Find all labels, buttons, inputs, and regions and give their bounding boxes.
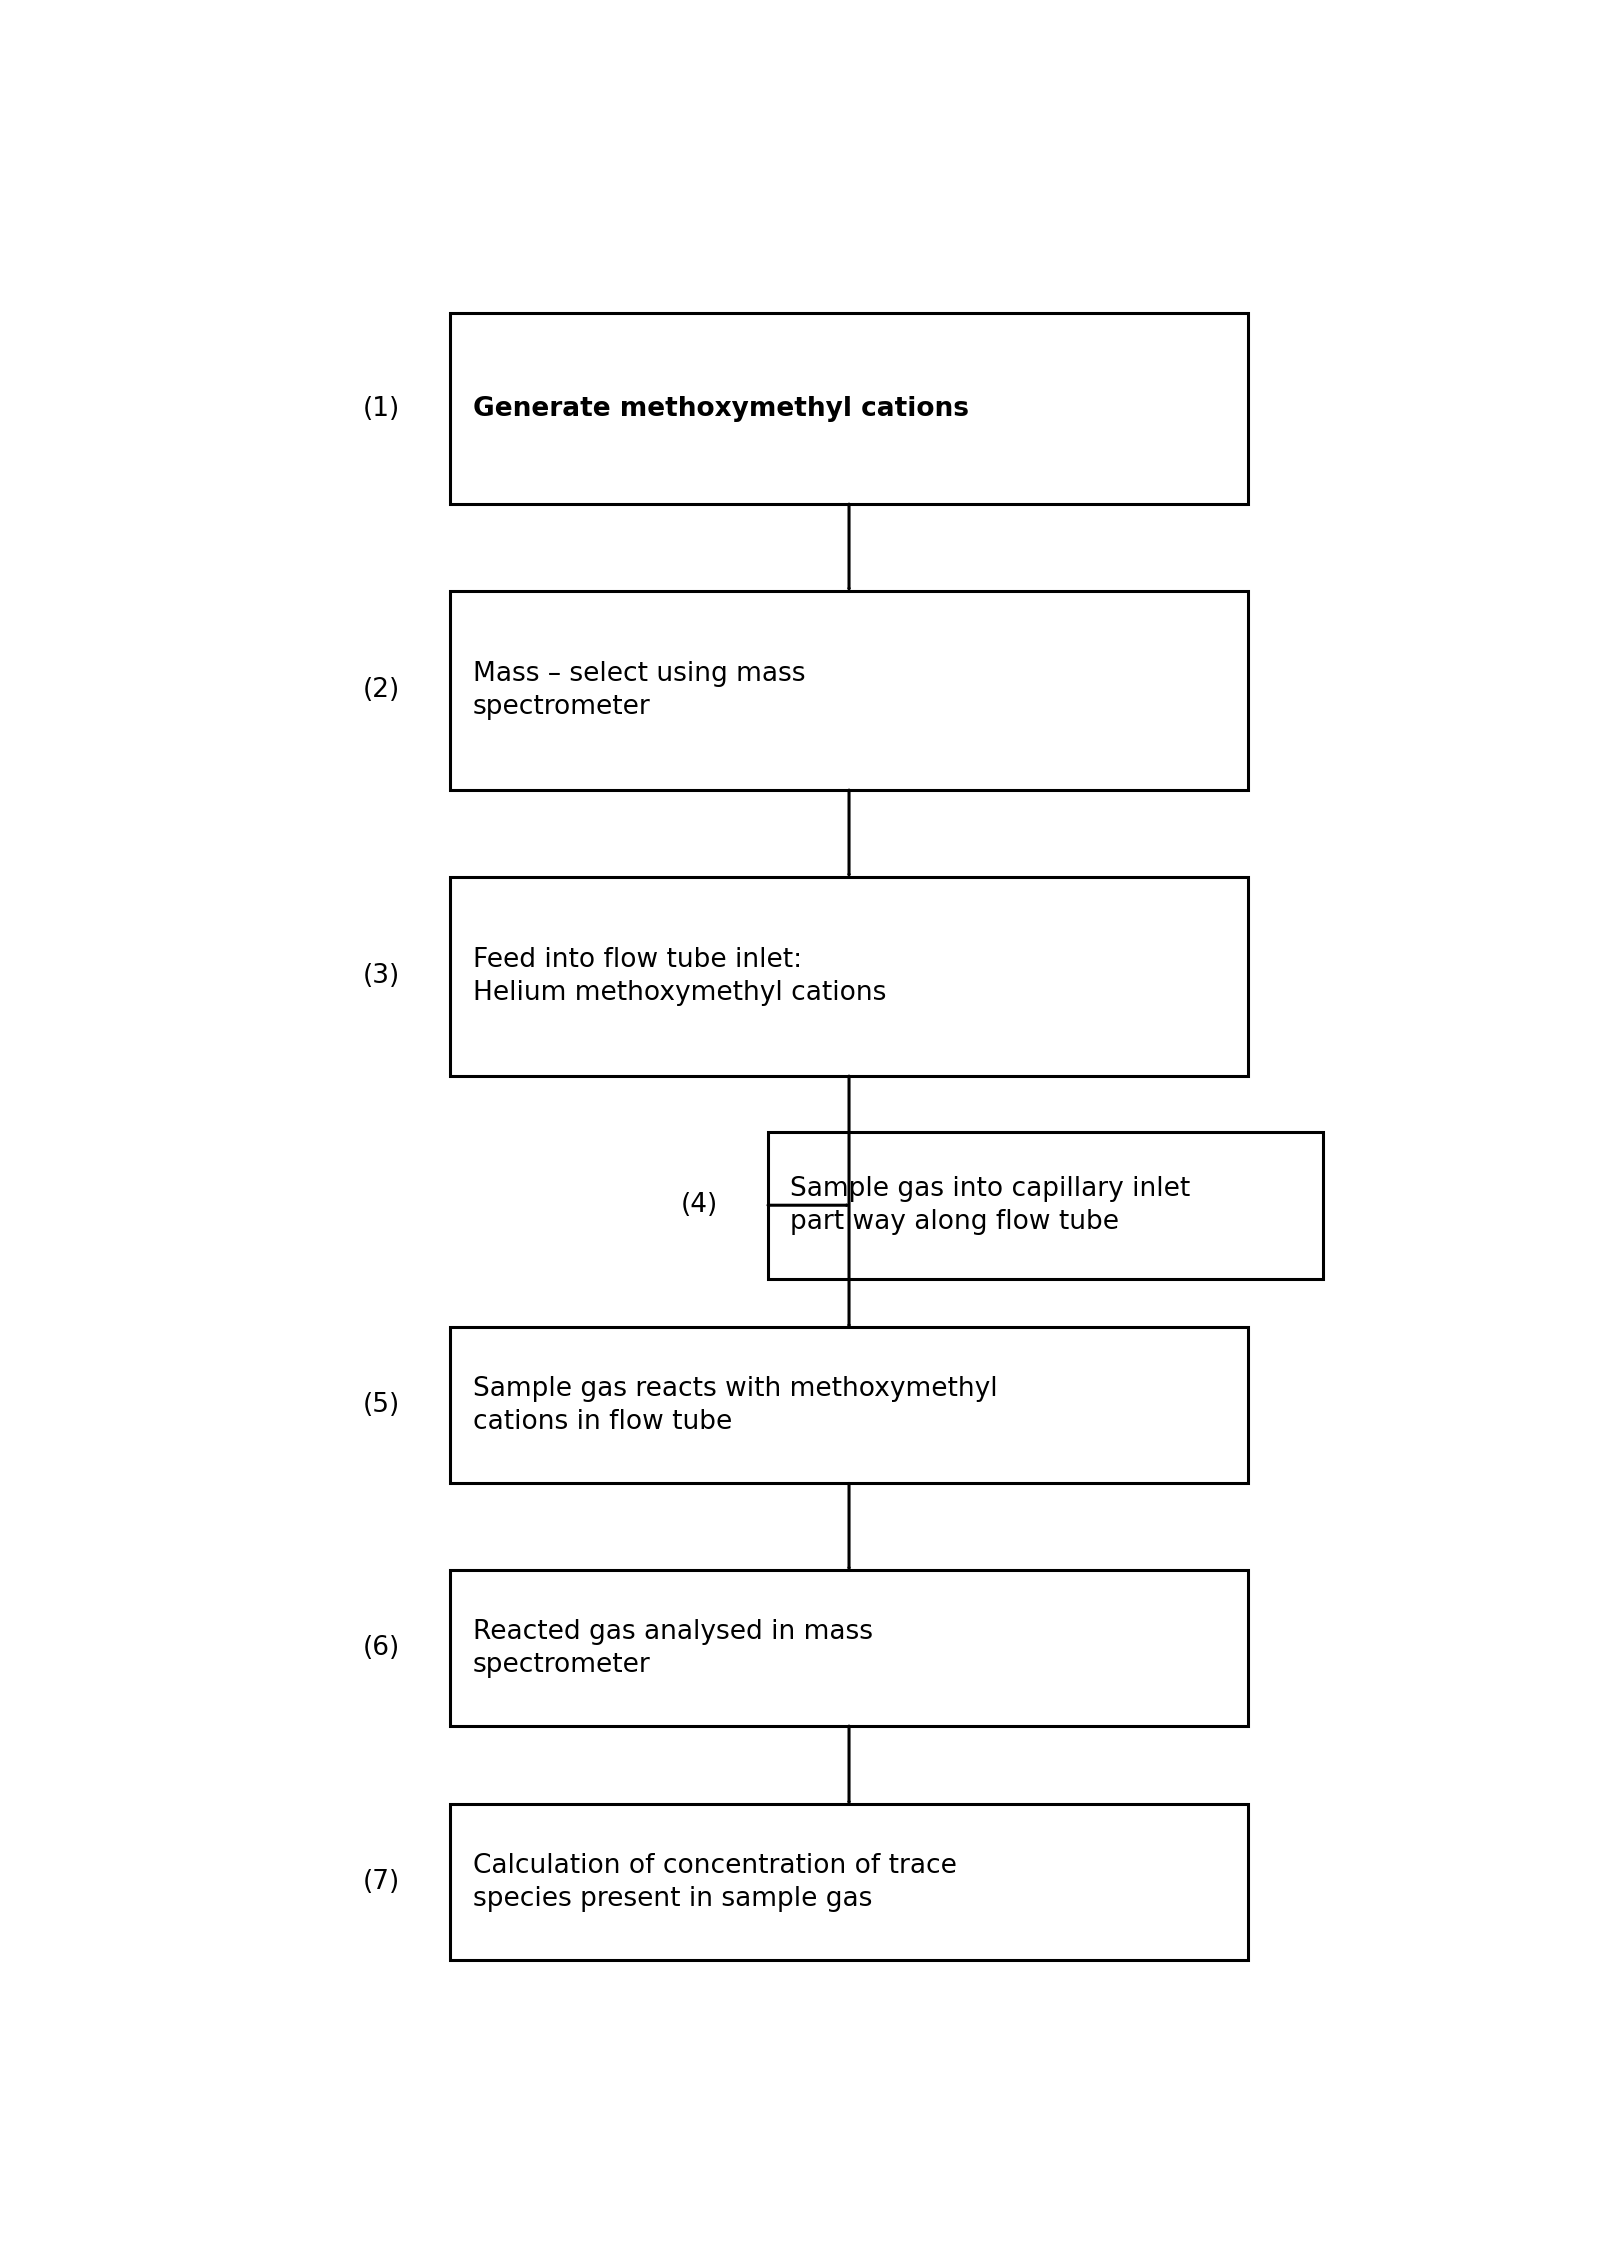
Text: Sample gas into capillary inlet
part way along flow tube: Sample gas into capillary inlet part way… [791, 1175, 1189, 1236]
Text: (4): (4) [680, 1193, 718, 1218]
FancyBboxPatch shape [450, 313, 1247, 504]
Text: (6): (6) [363, 1634, 400, 1661]
FancyBboxPatch shape [450, 878, 1247, 1076]
Text: (7): (7) [363, 1868, 400, 1895]
FancyBboxPatch shape [450, 1803, 1247, 1961]
FancyBboxPatch shape [450, 1571, 1247, 1727]
Text: (2): (2) [363, 678, 400, 705]
FancyBboxPatch shape [768, 1132, 1323, 1279]
Text: Feed into flow tube inlet:
Helium methoxymethyl cations: Feed into flow tube inlet: Helium methox… [472, 948, 885, 1006]
Text: Mass – select using mass
spectrometer: Mass – select using mass spectrometer [472, 662, 805, 720]
Text: (3): (3) [363, 963, 400, 990]
Text: (1): (1) [363, 396, 400, 421]
FancyBboxPatch shape [450, 1328, 1247, 1483]
Text: Generate methoxymethyl cations: Generate methoxymethyl cations [472, 396, 967, 421]
Text: (5): (5) [363, 1393, 400, 1418]
FancyBboxPatch shape [450, 590, 1247, 790]
Text: Sample gas reacts with methoxymethyl
cations in flow tube: Sample gas reacts with methoxymethyl cat… [472, 1375, 996, 1434]
Text: Reacted gas analysed in mass
spectrometer: Reacted gas analysed in mass spectromete… [472, 1618, 873, 1677]
Text: Calculation of concentration of trace
species present in sample gas: Calculation of concentration of trace sp… [472, 1853, 956, 1911]
